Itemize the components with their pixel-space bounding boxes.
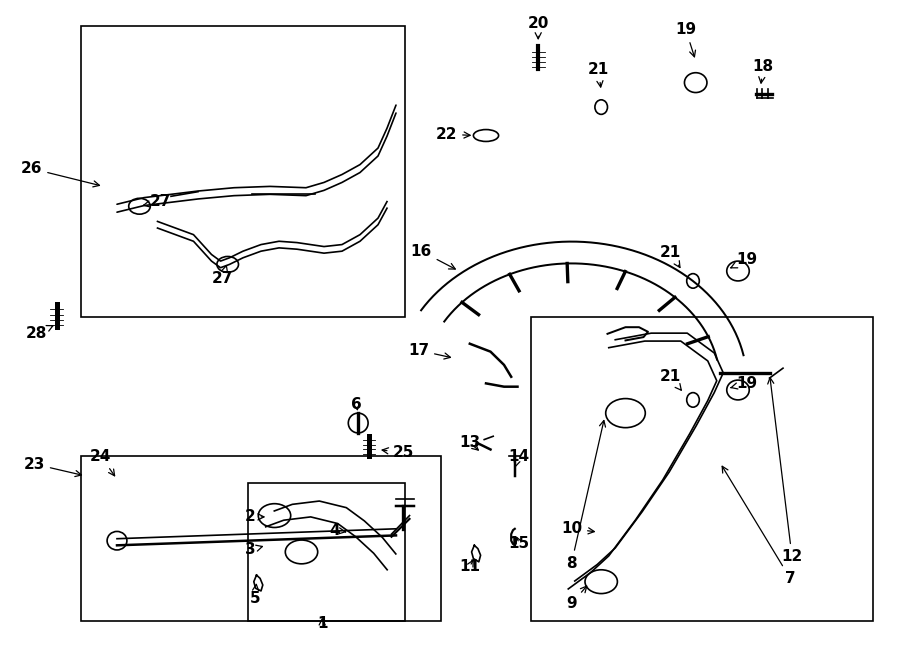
Bar bbox=[248, 483, 405, 621]
Text: 8: 8 bbox=[566, 420, 606, 570]
Text: 24: 24 bbox=[90, 449, 114, 476]
Text: 16: 16 bbox=[410, 244, 455, 269]
Text: 19: 19 bbox=[731, 376, 758, 391]
Text: 5: 5 bbox=[249, 584, 260, 605]
Bar bbox=[531, 317, 873, 621]
Text: 3: 3 bbox=[245, 543, 263, 557]
Bar bbox=[81, 456, 441, 621]
Text: 12: 12 bbox=[768, 377, 803, 564]
Text: 20: 20 bbox=[527, 16, 549, 39]
Text: 22: 22 bbox=[436, 127, 470, 141]
Text: 19: 19 bbox=[731, 253, 758, 268]
Text: 21: 21 bbox=[588, 62, 609, 87]
Text: 26: 26 bbox=[21, 161, 99, 187]
Text: 14: 14 bbox=[508, 449, 529, 467]
Bar bbox=[81, 26, 405, 317]
Text: 1: 1 bbox=[317, 616, 328, 631]
Text: 21: 21 bbox=[660, 369, 681, 390]
Text: 4: 4 bbox=[329, 523, 346, 537]
Text: 19: 19 bbox=[675, 22, 697, 57]
Text: 15: 15 bbox=[508, 536, 530, 551]
Text: 27: 27 bbox=[143, 194, 171, 209]
Text: 27: 27 bbox=[212, 266, 233, 286]
Text: 13: 13 bbox=[459, 436, 481, 450]
Text: 21: 21 bbox=[660, 245, 681, 268]
Text: 7: 7 bbox=[722, 466, 796, 586]
Text: 18: 18 bbox=[752, 59, 774, 83]
Text: 10: 10 bbox=[561, 522, 594, 536]
Text: 2: 2 bbox=[245, 510, 264, 524]
Text: 11: 11 bbox=[459, 559, 481, 574]
Text: 17: 17 bbox=[408, 343, 450, 359]
Text: 23: 23 bbox=[23, 457, 81, 477]
Text: 28: 28 bbox=[25, 326, 53, 341]
Text: 9: 9 bbox=[566, 586, 587, 611]
Text: 25: 25 bbox=[382, 446, 414, 460]
Text: 6: 6 bbox=[351, 397, 362, 412]
